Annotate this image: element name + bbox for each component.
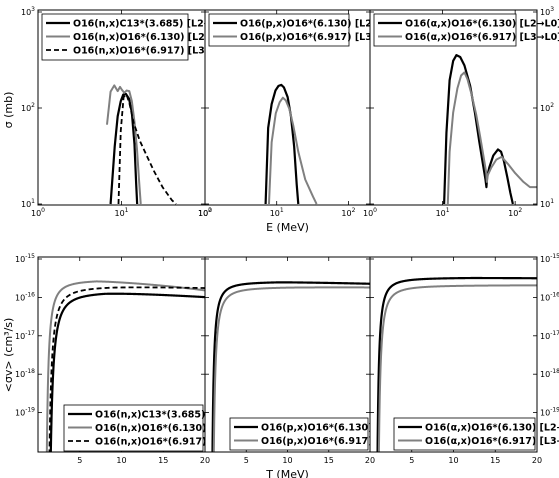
legend-label: O16(n,x)O16*(6.130) [L2→L0]: [73, 32, 230, 43]
x-tick-label: 5: [77, 456, 82, 465]
panel-4: 10-19 10-18 10-17 10-16 10-15 5 10 15 20 O16(n,x)…: [15, 253, 252, 465]
legend: O16(n,x)C13*(3.685) [L2→L0] O16(n,x)O16*(…: [41, 13, 230, 61]
series-line-2: [267, 96, 318, 205]
legend-label: O16(n,x)C13*(3.685) [L2→L0]: [95, 410, 251, 421]
x-tick-label: 102: [198, 207, 212, 218]
legend-label: O16(α,x)O16*(6.917) [L3→L0]: [425, 436, 559, 447]
x-tick-label: 100: [31, 207, 45, 218]
series-group: [264, 83, 318, 205]
y-tick-label: 10-17: [540, 330, 559, 341]
x-tick-label: 102: [508, 207, 522, 218]
x-tick-label: 101: [270, 207, 284, 218]
legend: O16(n,x)C13*(3.685) [L2→L0] O16(n,x)O16*(…: [63, 404, 252, 452]
x-axis-label: E (MeV): [266, 221, 309, 234]
y-tick-label: 10-16: [15, 291, 35, 302]
panel-5: 5 10 15 20 T (MeV) O16(p,x)O16*(6.130) [L2→L0…: [204, 256, 418, 478]
x-axis-label: T (MeV): [265, 468, 309, 478]
top-y-axis-label: σ (mb): [2, 92, 15, 129]
y-tick-label: 10-18: [540, 368, 559, 379]
y-tick-label: 10-15: [540, 253, 559, 264]
legend-box: [373, 13, 517, 47]
series-line-2: [105, 84, 142, 205]
series-group: [45, 280, 205, 452]
legend-label: O16(n,x)O16*(6.130) [L2→L0]: [95, 423, 252, 434]
legend-label: O16(α,x)O16*(6.130) [L2→L0]: [405, 19, 559, 30]
legend-label: O16(α,x)O16*(6.917) [L3→L0]: [405, 32, 559, 43]
y-tick-label: 103: [540, 6, 554, 17]
y-tick-label: 10-18: [15, 368, 35, 379]
y-tick-label: 102: [21, 102, 35, 113]
x-tick-label: 101: [114, 207, 128, 218]
legend: O16(α,x)O16*(6.130) [L2→L0] O16(α,x)O16*(…: [393, 417, 559, 451]
legend-label: O16(n,x)O16*(6.917) [L3→L0]: [73, 46, 230, 57]
x-tick-label: 10: [448, 456, 458, 465]
panel-6: 10-19 10-18 10-17 10-16 10-15 5 10 15 20 O16(α,x)…: [369, 253, 559, 465]
legend-label: O16(p,x)O16*(6.917) [L3→L0]: [240, 32, 397, 43]
legend: O16(p,x)O16*(6.130) [L2→L0] O16(p,x)O16*(…: [208, 13, 397, 47]
legend-label: O16(n,x)O16*(6.917) [L3→L0]: [95, 437, 252, 448]
x-tick-label: 20: [532, 456, 542, 465]
y-tick-label: 10-19: [15, 407, 35, 418]
x-tick-label: 102: [341, 207, 355, 218]
x-tick-label: 100: [363, 207, 377, 218]
series-group: [105, 84, 177, 205]
legend: O16(p,x)O16*(6.130) [L2→L0] O16(p,x)O16*(…: [229, 417, 418, 451]
y-tick-label: 10-17: [15, 330, 35, 341]
legend-label: O16(p,x)O16*(6.917) [L3→L0]: [261, 436, 418, 447]
series-line-1: [49, 292, 205, 452]
x-tick-label: 15: [490, 456, 500, 465]
legend-label: O16(p,x)O16*(6.130) [L2→L0]: [240, 19, 397, 30]
series-line-1: [376, 276, 537, 452]
y-tick-label: 103: [21, 6, 35, 17]
y-tick-label: 10-16: [540, 291, 559, 302]
panel-2: 100 101 102 E (MeV) O16(p,x)O16*(6.130) [L2→…: [198, 9, 397, 234]
series-line-1: [211, 281, 370, 452]
x-tick-label: 10: [116, 456, 126, 465]
x-tick-label: 20: [365, 456, 375, 465]
series-line-2: [446, 71, 537, 205]
bottom-y-axis-label: <σv> (cm³/s): [2, 318, 15, 393]
legend-label: O16(n,x)C13*(3.685) [L2→L0]: [73, 19, 229, 30]
legend: O16(α,x)O16*(6.130) [L2→L0] O16(α,x)O16*(…: [373, 13, 559, 47]
series-line-1: [264, 83, 300, 205]
y-tick-label: 101: [540, 198, 554, 209]
series-line-3: [48, 286, 205, 452]
y-tick-label: 10-15: [15, 253, 35, 264]
x-tick-label: 5: [244, 456, 249, 465]
y-tick-label: 102: [540, 102, 554, 113]
legend-box: [229, 417, 369, 451]
panel-3: 101 102 103 100 101 102 O16(α,x)O16*(6.130) [L…: [363, 6, 559, 218]
x-tick-label: 100: [198, 207, 212, 218]
legend-box: [393, 417, 536, 451]
panel-frame: [369, 9, 538, 206]
series-line-2: [212, 286, 370, 452]
y-tick-label: 10-19: [540, 407, 559, 418]
legend-box: [208, 13, 350, 47]
legend-label: O16(α,x)O16*(6.130) [L2→L0]: [425, 423, 559, 434]
x-tick-label: 20: [200, 456, 210, 465]
series-group: [376, 276, 537, 452]
series-line-2: [377, 284, 537, 452]
x-tick-label: 15: [158, 456, 168, 465]
x-tick-label: 10: [282, 456, 292, 465]
x-tick-label: 101: [436, 207, 450, 218]
y-tick-label: 101: [21, 198, 35, 209]
x-tick-label: 5: [409, 456, 414, 465]
series-line-1: [109, 92, 139, 205]
legend-label: O16(p,x)O16*(6.130) [L2→L0]: [261, 423, 418, 434]
x-tick-label: 15: [324, 456, 334, 465]
series-group: [443, 54, 537, 205]
series-group: [211, 281, 370, 452]
